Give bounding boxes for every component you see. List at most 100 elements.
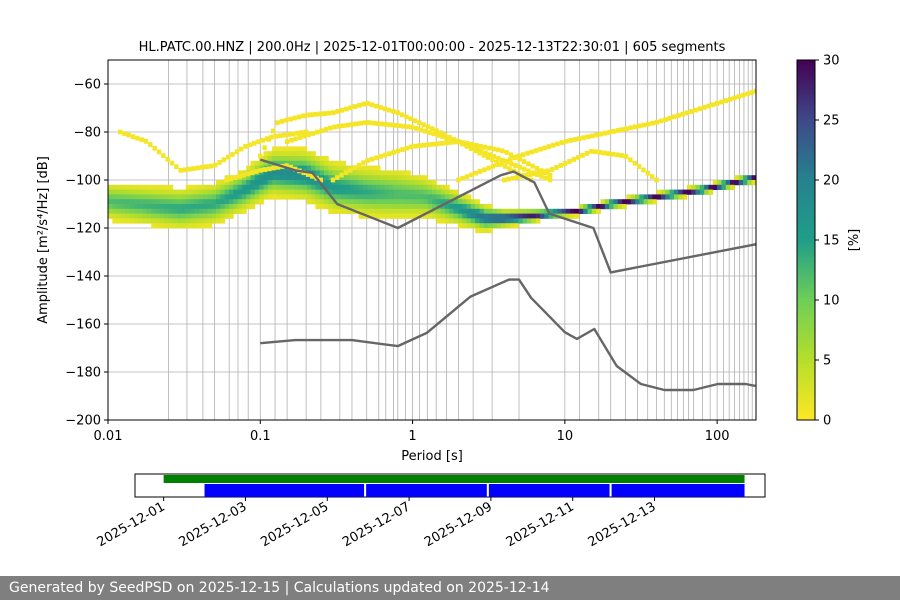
density-cell (254, 194, 260, 200)
density-cell-sparse (509, 161, 514, 167)
density-cell (276, 170, 282, 176)
density-cell-sparse (606, 151, 611, 157)
density-cell-sparse (234, 149, 240, 155)
density-cell-sparse (191, 166, 196, 171)
density-cell-sparse (270, 128, 276, 134)
density-cell (522, 213, 528, 219)
density-cell-sparse (680, 111, 685, 117)
density-cell (198, 223, 204, 229)
density-cell (358, 194, 364, 200)
density-cell (172, 208, 178, 214)
density-cell (254, 175, 260, 181)
density-cell (423, 208, 429, 214)
colorbar-tick-label: 20 (823, 174, 840, 189)
density-cell-sparse (400, 147, 405, 152)
density-cell (514, 218, 519, 224)
density-cell (241, 199, 247, 205)
density-cell (285, 194, 290, 200)
density-cell (116, 204, 122, 210)
density-cell (397, 180, 403, 186)
density-cell-sparse (237, 173, 242, 179)
density-cell-sparse (521, 159, 527, 164)
density-cell (267, 170, 273, 176)
density-cell (332, 189, 338, 195)
density-cell-sparse (499, 160, 504, 166)
density-cell (280, 189, 286, 195)
density-cell-sparse (607, 129, 612, 135)
density-cell (254, 189, 260, 195)
density-cell (159, 184, 165, 190)
density-cell-sparse (430, 126, 435, 132)
density-cell (311, 184, 316, 190)
density-cell (177, 218, 182, 224)
density-cell (280, 180, 286, 186)
density-cell (116, 189, 122, 195)
density-cell (457, 218, 463, 224)
density-cell (293, 180, 299, 186)
x-tick-label: 100 (705, 429, 730, 444)
density-cell-sparse (143, 138, 149, 144)
density-cell (168, 204, 174, 210)
density-cell (708, 184, 714, 190)
density-cell (419, 208, 424, 214)
density-cell (371, 208, 377, 214)
density-cell (228, 204, 234, 210)
density-cell-sparse (438, 130, 443, 136)
density-cell (263, 184, 269, 190)
density-cell (194, 189, 200, 195)
density-cell (142, 194, 148, 200)
density-cell (514, 208, 519, 214)
density-cell (172, 194, 178, 200)
density-cell (704, 189, 709, 195)
density-cell-sparse (174, 164, 179, 170)
density-cell (315, 170, 321, 176)
density-cell (315, 156, 321, 162)
density-cell-sparse (547, 172, 553, 178)
density-cell (427, 189, 433, 195)
density-cell (306, 199, 312, 205)
density-cell (155, 223, 161, 229)
density-cell (358, 165, 364, 171)
density-cell-sparse (200, 164, 205, 170)
density-cell (311, 165, 316, 171)
density-cell (544, 213, 550, 219)
density-cell-sparse (589, 133, 595, 139)
density-cell (470, 218, 476, 224)
density-cell (155, 189, 161, 195)
density-cell-sparse (232, 175, 238, 180)
density-cell-sparse (654, 119, 659, 125)
timeline-tick-label: 2025-12-01 (95, 499, 168, 550)
density-cell (280, 194, 286, 200)
density-cell (190, 194, 195, 200)
density-cell (177, 189, 182, 195)
density-cell (522, 208, 528, 214)
density-cell (600, 204, 606, 210)
density-cell-sparse (413, 143, 418, 149)
density-cell (466, 223, 472, 229)
density-cell-sparse (340, 123, 346, 129)
coverage-bar-green (163, 475, 745, 483)
density-cell-sparse (710, 102, 716, 108)
density-cell (436, 194, 442, 200)
density-cell (432, 199, 437, 205)
density-cell (241, 175, 247, 181)
density-cell-sparse (520, 152, 526, 158)
density-cell (488, 204, 493, 210)
density-cell (367, 199, 372, 205)
density-cell (116, 184, 122, 190)
density-cell (190, 223, 195, 229)
density-cell (440, 208, 446, 214)
density-cell-sparse (568, 138, 573, 143)
density-cell (466, 213, 472, 219)
density-cell (380, 204, 385, 210)
density-cell (410, 180, 416, 186)
density-cell (380, 180, 385, 186)
density-cell-sparse (515, 174, 520, 180)
density-cell (285, 175, 290, 181)
density-cell (185, 189, 191, 195)
density-cell-sparse (541, 169, 546, 175)
density-cell-sparse (559, 140, 565, 145)
x-axis-label: Period [s] (401, 449, 463, 464)
density-cell (375, 170, 381, 176)
density-cell (470, 208, 476, 214)
